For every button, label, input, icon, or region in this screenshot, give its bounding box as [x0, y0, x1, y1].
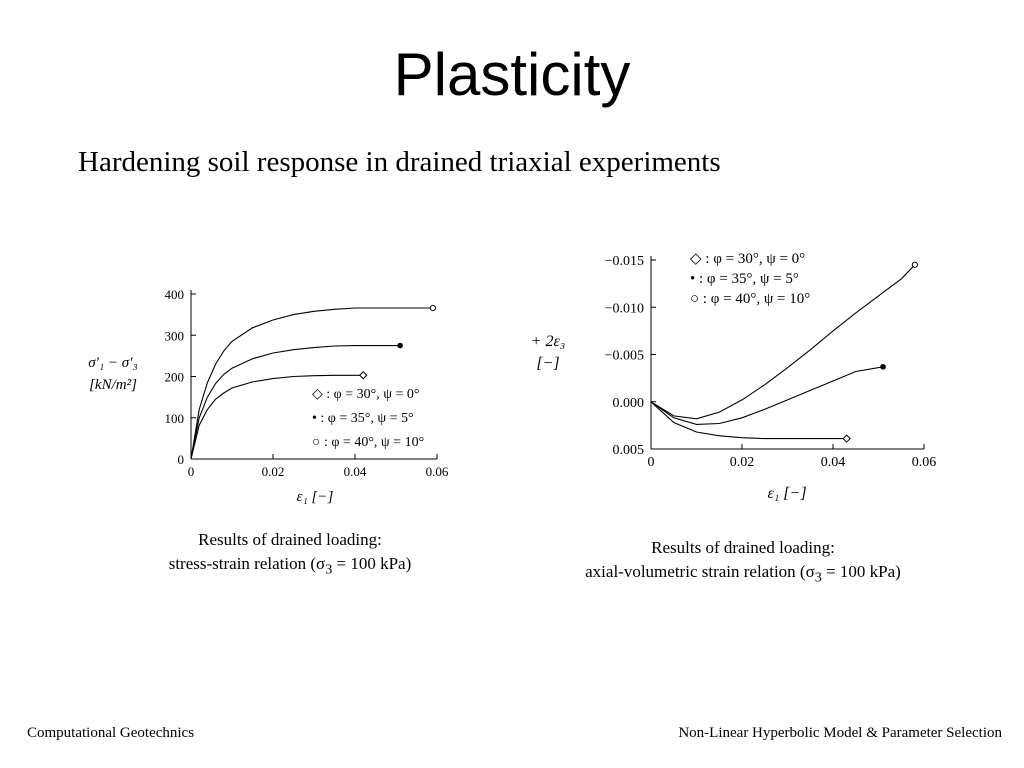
- legend-entry: ◇ : φ = 30°, ψ = 0°: [312, 387, 420, 402]
- y-tick-label: 100: [165, 411, 185, 426]
- x-tick-label: 0.02: [730, 455, 755, 470]
- y-tick-label: 300: [165, 328, 185, 343]
- diamond-marker: [358, 371, 368, 380]
- y-tick-label: −0.005: [605, 349, 644, 364]
- caption-text: axial-volumetric strain relation (: [585, 562, 806, 581]
- caption-line-1: Results of drained loading:: [651, 538, 835, 557]
- caption-line-2: axial-volumetric strain relation (σ3 = 1…: [548, 560, 938, 589]
- sigma-symbol: σ: [805, 562, 815, 581]
- y-tick-label: 400: [165, 287, 185, 302]
- caption-text: = 100 kPa): [332, 554, 412, 573]
- stress-strain-chart: 0 0.02 0.04 0.06 0 100 200 300 400 ε₁ [−] σ′₁ − σ′…: [88, 287, 449, 505]
- y-tick-label: 0: [178, 452, 185, 467]
- footer-course-name: Computational Geotechnics: [27, 725, 195, 741]
- sigma-subscript: 3: [325, 561, 333, 578]
- x-tick-label: 0: [188, 464, 195, 479]
- sigma-symbol: σ: [316, 554, 326, 573]
- y-axis-unit-label: [kN/m²]: [89, 377, 137, 393]
- y-tick-label: 200: [165, 370, 185, 385]
- legend-entry: ○ : φ = 40°, ψ = 10°: [690, 291, 810, 307]
- x-tick-label: 0.06: [912, 455, 937, 470]
- x-tick-label: 0: [648, 455, 655, 470]
- x-tick-label: 0.04: [821, 455, 846, 470]
- legend-entry: ○ : φ = 40°, ψ = 10°: [312, 435, 424, 450]
- x-tick-label: 0.02: [262, 464, 285, 479]
- caption-text: stress-strain relation (: [168, 554, 317, 573]
- series-line: [650, 401, 847, 440]
- series-line: [650, 366, 884, 425]
- y-axis-unit-label: [−]: [536, 355, 559, 372]
- open-circle-marker: [429, 304, 436, 312]
- legend-entry: • : φ = 35°, ψ = 5°: [690, 271, 799, 287]
- y-tick-label: −0.010: [605, 301, 644, 316]
- y-tick-label: 0.005: [613, 443, 645, 458]
- series-line: [190, 345, 401, 460]
- x-tick-label: 0.06: [426, 464, 449, 479]
- y-tick-label: 0.000: [613, 396, 645, 411]
- caption-text: = 100 kPa): [821, 562, 901, 581]
- volumetric-strain-caption: Results of drained loading: axial-volume…: [548, 536, 938, 589]
- slide-subtitle: Hardening soil response in drained triax…: [78, 146, 721, 178]
- filled-circle-marker: [397, 342, 403, 349]
- x-axis-label: ε₁ [−]: [767, 485, 806, 502]
- stress-strain-caption: Results of drained loading: stress-strai…: [130, 528, 450, 581]
- series-line: [650, 264, 916, 420]
- footer-lecture-topic: Non-Linear Hyperbolic Model & Parameter …: [678, 725, 1002, 741]
- sigma-subscript: 3: [814, 569, 822, 586]
- diamond-marker: [842, 434, 851, 443]
- open-circle-marker: [911, 261, 918, 268]
- y-axis-label: + 2ε₃: [531, 333, 566, 350]
- series-line: [190, 374, 364, 460]
- x-axis-label: ε₁ [−]: [297, 489, 334, 505]
- x-tick-label: 0.04: [344, 464, 367, 479]
- volumetric-strain-chart: 0 0.02 0.04 0.06 −0.015 −0.010 −0.005 0.000 0.00…: [531, 251, 937, 502]
- y-tick-label: −0.015: [605, 254, 644, 269]
- series-line: [190, 307, 433, 460]
- slide-title: Plasticity: [393, 41, 631, 108]
- filled-circle-marker: [880, 363, 886, 370]
- y-axis-label: σ′₁ − σ′₃: [88, 355, 137, 371]
- legend-entry: • : φ = 35°, ψ = 5°: [312, 411, 414, 426]
- caption-line-2: stress-strain relation (σ3 = 100 kPa): [130, 552, 450, 581]
- legend-entry: ◇ : φ = 30°, ψ = 0°: [690, 251, 805, 267]
- caption-line-1: Results of drained loading:: [198, 530, 382, 549]
